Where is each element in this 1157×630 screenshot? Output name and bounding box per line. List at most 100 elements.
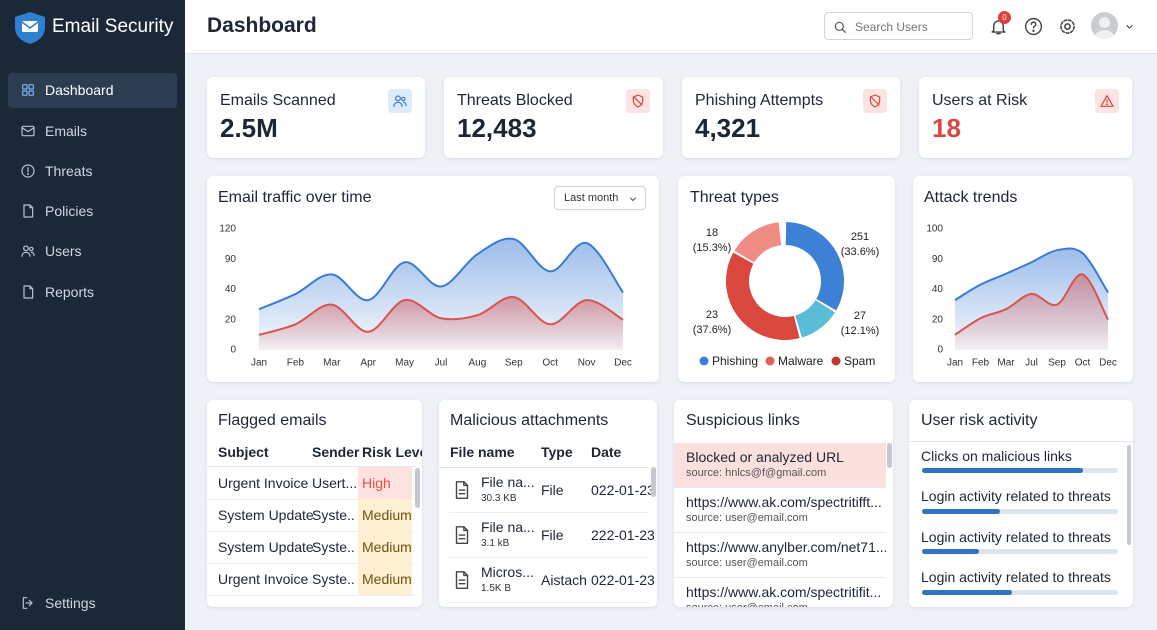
kpi-icon-box — [863, 89, 887, 113]
cell: Urgent Invoice — [218, 474, 309, 491]
notification-count: 0 — [1002, 13, 1007, 22]
icon-shape — [29, 285, 34, 290]
link-row[interactable]: https://www.ak.com/spectritifit... source… — [674, 578, 886, 607]
activity-label: Login activity related to threats — [921, 488, 1111, 505]
nav-item[interactable]: Emails — [8, 114, 177, 149]
progress-fill — [922, 468, 1083, 473]
link-row[interactable]: https://www.ak.com/spectritifft... source… — [674, 488, 886, 533]
nav-item[interactable]: Policies — [8, 194, 177, 229]
settings-icon — [1060, 19, 1075, 34]
row-divider — [449, 512, 649, 513]
icon-shape — [1060, 19, 1075, 34]
segment-share: (15.3%) — [693, 242, 732, 254]
header-divider — [207, 466, 415, 467]
search-box[interactable]: Search Users — [824, 12, 973, 40]
column-header: Risk Level — [362, 443, 422, 460]
x-tick-label: Aug — [469, 358, 487, 369]
filter-chevron — [630, 197, 636, 201]
legend-label: Spam — [844, 354, 875, 368]
nav-icon — [23, 204, 34, 218]
scrollbar — [651, 467, 656, 497]
progress-track — [922, 508, 1118, 514]
file-type: File — [541, 481, 564, 498]
filter-dropdown[interactable]: Last month — [554, 186, 646, 210]
link-row[interactable]: Blocked or analyzed URL source: hnlcs@f@g… — [674, 443, 886, 488]
line — [954, 247, 1109, 301]
nav-item[interactable]: Dashboard — [8, 73, 177, 108]
kpi-label: Phishing Attempts — [695, 92, 824, 110]
avatar[interactable] — [1091, 12, 1118, 39]
icon-shape — [29, 246, 34, 252]
y-tick-label: 120 — [219, 224, 236, 235]
nav-item[interactable]: Reports — [8, 275, 177, 310]
logo-envelope — [22, 21, 38, 32]
page-title: Dashboard — [207, 14, 317, 38]
row-divider — [449, 557, 649, 558]
icon-shape — [23, 204, 34, 218]
nav-item[interactable]: Settings — [8, 586, 177, 621]
chart-title: Threat types — [690, 189, 779, 207]
file-name: Micros... — [481, 563, 534, 580]
nav-label: Reports — [45, 283, 95, 300]
column-header: Sender — [312, 443, 360, 460]
donut: 251 (33.6%) 27 (12.1%) 23 (37.6%) 18 (15.3%) Phi… — [693, 222, 880, 368]
segment-value: 23 — [706, 309, 718, 321]
kpi-value: 12,483 — [457, 113, 537, 144]
progress-fill — [922, 549, 979, 554]
chart-plot: 0 20 40 90 120 Jan Feb Mar Apr May Jul Aug Sep Oct Nov… — [219, 224, 632, 369]
kpi-icon-box — [626, 89, 650, 113]
segment-share: (12.1%) — [841, 325, 880, 337]
sidebar: Email Security Dashboard Emails Threats Poli… — [0, 0, 185, 630]
risk-cell — [358, 499, 412, 531]
header: Dashboard Search Users 0 — [185, 0, 1157, 54]
activity-label: Clicks on malicious links — [921, 447, 1072, 464]
cell: System Update — [218, 538, 314, 555]
legend-label: Malware — [778, 354, 824, 368]
kpi-icon — [632, 94, 644, 108]
segment-share: (37.6%) — [693, 324, 732, 336]
icon-shape — [455, 526, 469, 544]
file-size: 1.5K B — [481, 583, 512, 594]
progress-fill — [922, 589, 1013, 595]
y-tick-label: 20 — [225, 314, 237, 325]
y-tick-label: 40 — [932, 284, 944, 295]
link-row[interactable]: https://www.anylber.com/net71... source: … — [674, 533, 886, 578]
icon-shape — [1100, 95, 1114, 107]
chart-title: Email traffic over time — [218, 189, 372, 207]
progress-fill — [922, 508, 1001, 514]
cell: Syste... — [312, 570, 356, 587]
nav-item[interactable]: Threats — [8, 154, 177, 189]
scrollbar — [1127, 445, 1131, 545]
logo — [15, 12, 45, 44]
donut-segment — [734, 222, 782, 263]
icon-shape — [455, 481, 469, 499]
file-type: File — [541, 526, 564, 543]
header-divider — [909, 441, 1133, 442]
cell: Urgent Invoice — [218, 570, 309, 587]
icon-shape — [1126, 24, 1133, 29]
link-source: source: user@email.com — [686, 602, 808, 607]
column-header: Type — [541, 443, 573, 460]
icon-shape — [22, 90, 28, 96]
nav-icon — [22, 597, 33, 609]
kpi-card: Threats Blocked 12,483 — [444, 77, 663, 158]
icon-shape — [463, 481, 469, 487]
icon-shape — [22, 84, 28, 90]
kpi-value: 2.5M — [220, 113, 278, 144]
file-name: File na... — [481, 473, 535, 490]
link-source: source: hnlcs@f@gmail.com — [686, 467, 827, 480]
x-tick-label: Sep — [505, 358, 523, 369]
progress-track — [922, 549, 1118, 554]
x-tick-label: May — [395, 358, 414, 369]
nav-item[interactable]: Users — [8, 234, 177, 269]
chart-card: Attack trends 0 20 40 90 100 Jan Feb Mar Jul Sep Oc… — [913, 176, 1133, 382]
link-url: Blocked or analyzed URL — [686, 448, 844, 465]
avatar-head — [1099, 17, 1110, 28]
kpi-label: Emails Scanned — [220, 92, 336, 110]
icon-shape — [1064, 23, 1071, 30]
links-card: Suspicious links Blocked or analyzed URL s… — [674, 400, 893, 607]
file-icon — [455, 481, 469, 499]
icon-shape — [402, 101, 407, 107]
y-tick-label: 90 — [225, 254, 237, 265]
icon-shape — [21, 127, 35, 133]
